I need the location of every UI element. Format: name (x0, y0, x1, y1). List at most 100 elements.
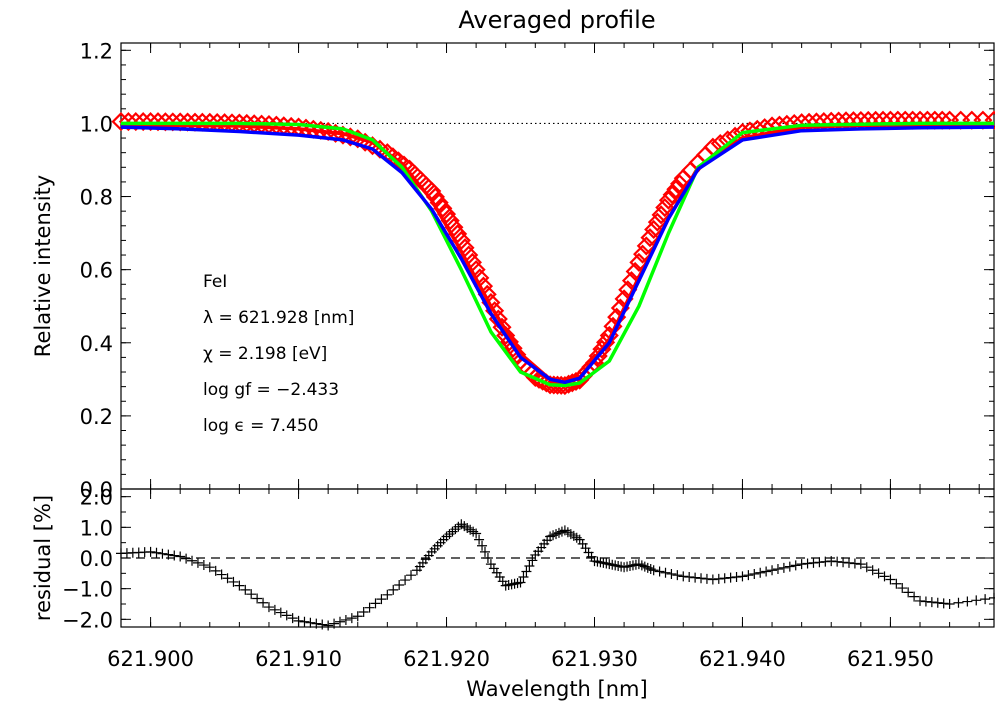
residual-plus-point (479, 546, 490, 557)
residual-plus-point (246, 589, 257, 600)
residual-plus-point (873, 568, 884, 579)
observed-diamond-point (436, 204, 457, 224)
residual-plus-point (352, 611, 363, 622)
observed-diamond-point (647, 212, 667, 232)
residual-plus-point (767, 565, 778, 576)
annotation-line: FeI (203, 272, 227, 292)
residual-plus-point (269, 604, 280, 615)
residual-plus-point (820, 556, 831, 567)
x-axis-label: Wavelength [nm] (466, 677, 647, 701)
residual-plus-point (482, 553, 493, 563)
residual-plus-point (527, 555, 538, 566)
residual-plus-point (364, 602, 375, 613)
residual-plus-series (116, 519, 995, 631)
x-tick-label: 621.900 (107, 647, 194, 671)
x-tick-label: 621.910 (255, 647, 342, 671)
x-tick-label: 621.940 (699, 647, 786, 671)
residual-plus-point (192, 557, 203, 568)
residual-plus-point (340, 614, 351, 625)
residual-plus-point (388, 584, 399, 595)
residual-plus-point (861, 562, 872, 573)
residual-plus-point (989, 592, 995, 603)
residual-plus-point (145, 546, 156, 557)
green-profile-line (121, 121, 994, 388)
residual-plus-point (790, 560, 801, 571)
main-y-tick-label: 0.0 (80, 478, 113, 502)
residual-plus-point (471, 528, 482, 539)
residual-plus-point (772, 564, 783, 575)
observed-diamond-point (666, 179, 686, 199)
x-tick-label: 621.950 (847, 647, 934, 671)
residual-plus-point (299, 616, 310, 627)
res-y-tick-label: −2.0 (62, 608, 113, 632)
main-y-axis-label: Relative intensity (31, 175, 55, 357)
residual-plus-point (376, 594, 387, 605)
residual-plus-point (474, 534, 485, 545)
residual-plus-point (323, 620, 334, 631)
x-tick-label: 621.920 (403, 647, 490, 671)
residual-plus-point (234, 580, 245, 591)
x-tick-labels: 621.900 621.910 621.920 621.930 621.940 621.9… (107, 647, 934, 671)
observed-diamond-point (111, 112, 131, 132)
residual-plus-point (287, 613, 298, 624)
residual-plus-point (962, 596, 973, 607)
main-y-tick-label: 0.2 (80, 405, 113, 429)
residual-plus-point (216, 569, 227, 580)
residual-plus-point (157, 548, 168, 559)
observed-diamond-point (655, 197, 675, 218)
residual-plus-point (181, 553, 192, 564)
observed-diamond-point (644, 219, 664, 239)
residual-plus-point (909, 591, 920, 602)
residual-plus-point (796, 559, 807, 570)
residual-plus-point (684, 572, 695, 583)
residual-plus-point (258, 597, 269, 608)
annotation-line: log gf = −2.433 (203, 380, 339, 400)
residual-plus-point (370, 598, 381, 609)
residual-plus-point (761, 566, 772, 577)
residual-plus-point (660, 567, 671, 578)
residual-plus-point (281, 610, 292, 621)
residual-plus-point (334, 616, 345, 627)
residual-plus-point (406, 570, 417, 581)
residual-plus-point (719, 573, 730, 584)
residual-plus-point (971, 595, 982, 606)
residual-plus-point (926, 597, 937, 608)
residual-plus-point (944, 599, 955, 609)
main-y-tick-label: 0.4 (80, 332, 113, 356)
residual-plus-point (228, 576, 239, 587)
residual-plus-point (867, 565, 878, 576)
residual-plus-point (690, 572, 701, 583)
residual-plus-point (521, 566, 532, 577)
residual-plus-point (524, 560, 535, 571)
residual-plus-point (515, 577, 526, 588)
observed-diamond-point (499, 332, 519, 352)
residual-plus-point (163, 549, 174, 560)
residual-plus-point (346, 613, 357, 624)
annotation-line: χ = 2.198 [eV] (203, 344, 327, 364)
residual-plus-point (151, 547, 162, 558)
residual-plus-point (210, 565, 221, 576)
residual-plus-point (731, 572, 742, 583)
residual-plus-point (814, 557, 825, 568)
residual-plus-point (293, 615, 304, 626)
residual-plus-point (382, 589, 393, 600)
residual-plus-point (938, 598, 949, 609)
chart-title: Averaged profile (458, 6, 655, 34)
residual-plus-point (222, 573, 233, 584)
residual-plus-point (252, 593, 263, 604)
observed-diamond-point (496, 325, 516, 346)
res-y-tick-label: −1.0 (62, 578, 113, 602)
residual-plus-point (920, 596, 931, 607)
residual-plus-point (915, 595, 926, 606)
residual-plus-point (311, 618, 322, 629)
x-tick-label: 621.930 (551, 647, 638, 671)
observed-diamond-point (670, 174, 690, 194)
residual-plus-point (358, 606, 369, 617)
residual-plus-point (648, 565, 659, 576)
residual-plus-point (317, 619, 328, 630)
residual-plus-point (849, 558, 860, 569)
residual-plus-point (187, 555, 198, 566)
annotation-line: λ = 621.928 [nm] (203, 308, 354, 328)
residual-plus-point (175, 551, 186, 562)
